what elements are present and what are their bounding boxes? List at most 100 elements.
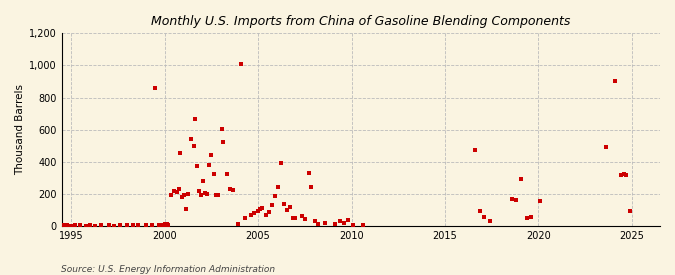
Y-axis label: Thousand Barrels: Thousand Barrels [15,84,25,175]
Point [122,223,132,227]
Point [303,171,314,175]
Point [254,207,265,211]
Point [618,172,629,176]
Point [213,193,223,198]
Point [245,213,256,217]
Point [182,192,193,196]
Point [201,192,212,196]
Point [269,194,280,198]
Point [624,209,635,214]
Point [281,208,292,212]
Point [260,213,271,217]
Point [175,151,186,155]
Point [206,153,217,158]
Point [507,197,518,202]
Point [199,191,210,195]
Point [192,164,202,168]
Point [249,211,260,215]
Point [65,223,76,228]
Point [198,179,209,183]
Point [222,172,233,176]
Point [146,223,157,228]
Point [621,173,632,178]
Point [526,215,537,219]
Point [335,219,346,223]
Point [600,145,611,149]
Point [470,148,481,153]
Point [186,137,196,141]
Point [616,173,626,178]
Point [290,216,301,220]
Point [515,176,526,181]
Point [203,163,214,167]
Point [227,188,238,192]
Point [329,222,340,227]
Point [162,222,173,227]
Point [300,217,310,222]
Point [342,218,353,222]
Point [81,223,92,228]
Point [177,195,188,199]
Point [211,192,221,197]
Point [166,192,177,197]
Point [179,193,190,198]
Point [157,223,168,227]
Point [610,78,620,83]
Point [236,62,246,66]
Point [485,219,495,223]
Point [511,198,522,202]
Point [252,209,263,214]
Point [75,223,86,228]
Point [96,223,107,227]
Point [169,188,180,193]
Point [188,144,199,148]
Point [218,139,229,144]
Point [140,223,151,227]
Point [109,223,119,228]
Point [161,222,172,227]
Point [288,216,298,220]
Point [240,216,250,220]
Point [357,223,368,227]
Point [196,192,207,197]
Title: Monthly U.S. Imports from China of Gasoline Blending Components: Monthly U.S. Imports from China of Gasol… [151,15,570,28]
Point [535,199,546,203]
Point [103,223,114,228]
Point [233,222,244,227]
Point [267,203,277,207]
Point [256,206,267,210]
Point [114,223,125,227]
Point [348,222,359,227]
Point [58,223,69,227]
Text: Source: U.S. Energy Information Administration: Source: U.S. Energy Information Administ… [61,265,275,274]
Point [275,160,286,165]
Point [216,126,227,131]
Point [475,209,485,214]
Point [133,223,144,227]
Point [310,219,321,223]
Point [296,214,307,218]
Point [264,210,275,214]
Point [284,205,295,210]
Point [209,172,219,176]
Point [159,222,170,226]
Point [90,223,101,228]
Point [150,86,161,90]
Point [272,184,283,189]
Point [163,223,173,227]
Point [279,202,290,207]
Point [225,187,236,191]
Point [320,221,331,226]
Point [171,190,182,194]
Point [479,215,489,219]
Point [306,184,317,189]
Point [339,221,350,225]
Point [70,223,80,227]
Point [313,222,323,227]
Point [190,117,201,121]
Point [181,207,192,211]
Point [173,187,184,191]
Point [128,223,138,228]
Point [84,223,95,228]
Point [522,216,533,220]
